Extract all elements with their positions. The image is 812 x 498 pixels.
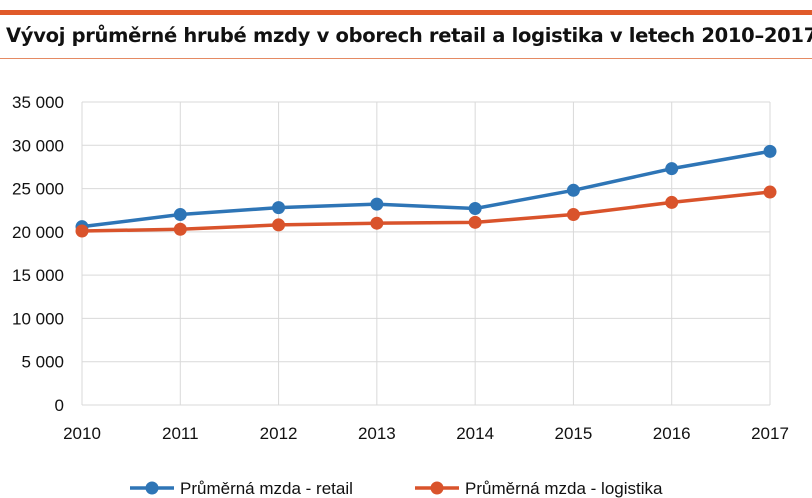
y-tick-label: 30 000 xyxy=(12,136,64,155)
x-tick-label: 2012 xyxy=(260,424,298,443)
x-tick-label: 2016 xyxy=(653,424,691,443)
legend-marker xyxy=(430,481,444,495)
legend-marker xyxy=(145,481,159,495)
data-point xyxy=(665,162,679,176)
data-point xyxy=(173,208,187,222)
data-point xyxy=(272,218,286,232)
chart-title: Vývoj průměrné hrubé mzdy v oborech reta… xyxy=(6,24,812,47)
x-tick-label: 2013 xyxy=(358,424,396,443)
accent-rule xyxy=(0,10,812,15)
y-tick-label: 20 000 xyxy=(12,223,64,242)
y-tick-label: 5 000 xyxy=(21,353,64,372)
data-point xyxy=(75,224,89,238)
data-point xyxy=(173,222,187,236)
data-point xyxy=(272,201,286,215)
x-tick-label: 2014 xyxy=(456,424,494,443)
series-line-2 xyxy=(81,190,771,233)
y-tick-label: 0 xyxy=(55,396,64,415)
series-line-1 xyxy=(81,149,771,229)
data-point xyxy=(763,185,777,199)
data-point xyxy=(763,144,777,158)
data-point xyxy=(370,216,384,230)
title-divider xyxy=(0,58,812,59)
legend-label: Průměrná mzda - retail xyxy=(180,479,353,498)
legend-label: Průměrná mzda - logistika xyxy=(465,479,663,498)
data-point xyxy=(468,201,482,215)
data-point xyxy=(665,195,679,209)
x-tick-label: 2017 xyxy=(751,424,789,443)
data-point xyxy=(370,197,384,211)
y-tick-label: 35 000 xyxy=(12,93,64,112)
x-tick-label: 2011 xyxy=(162,424,199,443)
y-tick-label: 10 000 xyxy=(12,309,64,328)
data-point xyxy=(566,208,580,222)
x-tick-label: 2010 xyxy=(63,424,101,443)
y-tick-label: 25 000 xyxy=(12,180,64,199)
y-tick-label: 15 000 xyxy=(12,266,64,285)
data-point xyxy=(468,215,482,229)
x-tick-label: 2015 xyxy=(555,424,593,443)
data-point xyxy=(566,183,580,197)
